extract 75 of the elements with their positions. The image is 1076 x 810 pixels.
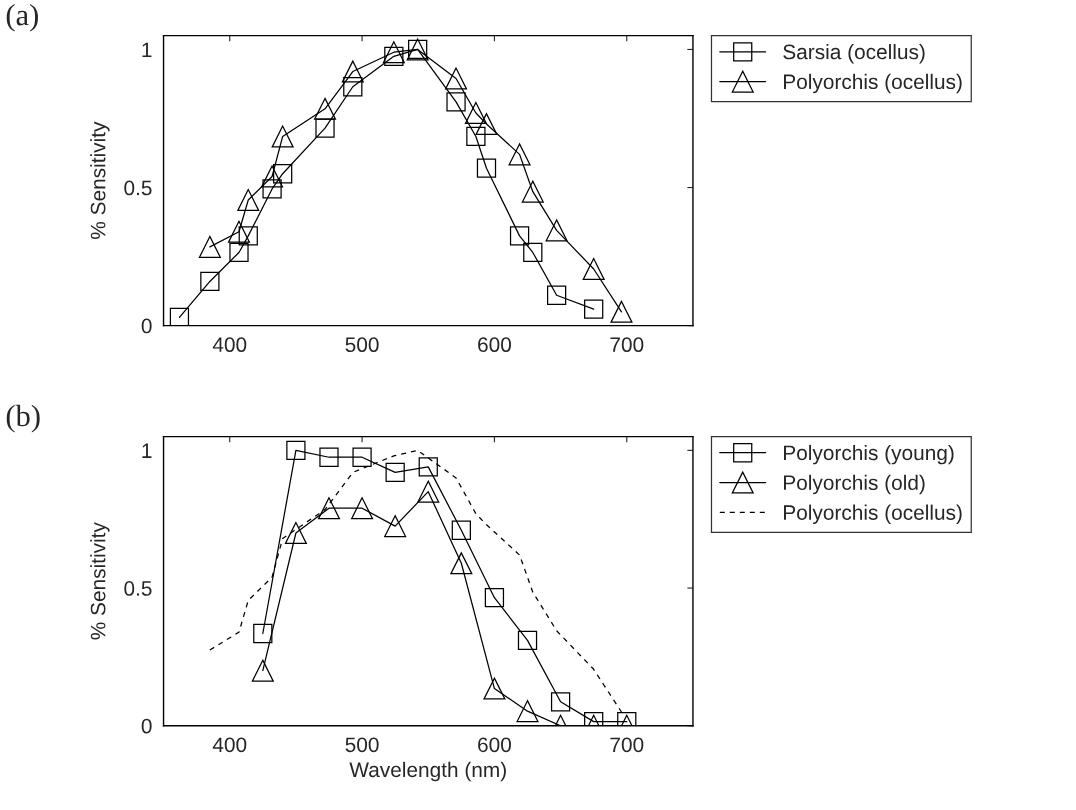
text: (b) bbox=[6, 404, 40, 433]
point bbox=[198, 235, 221, 258]
y-tick-label: 0 bbox=[141, 318, 152, 334]
point bbox=[169, 307, 190, 326]
point bbox=[476, 158, 497, 178]
y-tick-label: 1 bbox=[142, 42, 152, 57]
point bbox=[251, 659, 274, 682]
point bbox=[352, 447, 372, 467]
x-tick-label: 600 bbox=[478, 337, 511, 353]
point bbox=[271, 125, 294, 148]
point bbox=[584, 299, 604, 319]
legend-label: Polyorchis (ocellus) bbox=[784, 73, 962, 94]
point bbox=[446, 92, 466, 112]
x-axis-title: Wavelength (nm) bbox=[349, 761, 506, 782]
point bbox=[319, 447, 339, 467]
point bbox=[384, 515, 407, 538]
point bbox=[237, 188, 260, 212]
point bbox=[253, 623, 273, 644]
text: (a) bbox=[6, 3, 38, 32]
x-tick-label: 500 bbox=[345, 337, 379, 353]
point bbox=[546, 285, 567, 305]
point bbox=[417, 480, 440, 503]
y-axis-title: % Sensitivity bbox=[90, 522, 110, 640]
point bbox=[341, 60, 364, 83]
legend-label: Polyorchis (young) bbox=[784, 444, 954, 465]
y-axis-title: % Sensitivity bbox=[90, 121, 110, 239]
point bbox=[385, 462, 405, 483]
point bbox=[451, 520, 471, 540]
point bbox=[273, 164, 293, 184]
x-tick-label: 700 bbox=[610, 337, 644, 353]
x-tick-label: 400 bbox=[212, 737, 247, 753]
point bbox=[475, 112, 498, 136]
point bbox=[286, 440, 306, 461]
point bbox=[445, 67, 468, 90]
legend-label: Sarsia (ocellus) bbox=[783, 43, 925, 64]
y-tick-label: 0.5 bbox=[124, 581, 152, 596]
point bbox=[317, 497, 341, 520]
legend-label: Polyorchis (old) bbox=[784, 474, 925, 495]
x-tick-label: 500 bbox=[345, 737, 379, 753]
point bbox=[508, 143, 531, 166]
point bbox=[516, 700, 539, 723]
point bbox=[227, 220, 251, 243]
x-tick-label: 400 bbox=[212, 337, 247, 353]
point bbox=[517, 630, 538, 651]
y-tick-label: 0 bbox=[141, 718, 152, 734]
point bbox=[466, 126, 486, 147]
legend-label: Polyorchis (ocellus) bbox=[784, 504, 962, 525]
point bbox=[523, 242, 543, 263]
point bbox=[343, 77, 363, 97]
point bbox=[382, 41, 405, 64]
x-tick-label: 700 bbox=[610, 737, 644, 753]
point bbox=[384, 46, 404, 67]
point bbox=[509, 226, 530, 246]
point bbox=[610, 300, 633, 323]
point bbox=[483, 677, 506, 700]
point bbox=[238, 226, 258, 246]
point bbox=[418, 457, 438, 477]
point bbox=[484, 588, 505, 608]
point bbox=[582, 257, 605, 281]
point bbox=[550, 692, 571, 712]
point bbox=[200, 271, 220, 292]
point bbox=[521, 180, 544, 203]
point bbox=[313, 97, 337, 120]
point bbox=[464, 101, 487, 125]
point bbox=[262, 179, 282, 199]
point bbox=[450, 552, 473, 575]
point bbox=[315, 118, 335, 138]
point bbox=[261, 165, 284, 188]
point bbox=[351, 497, 374, 520]
point bbox=[545, 219, 568, 242]
y-tick-label: 1 bbox=[142, 443, 152, 458]
y-tick-label: 0.5 bbox=[124, 180, 152, 196]
point bbox=[229, 242, 249, 263]
point bbox=[284, 521, 307, 545]
x-tick-label: 600 bbox=[478, 737, 511, 753]
